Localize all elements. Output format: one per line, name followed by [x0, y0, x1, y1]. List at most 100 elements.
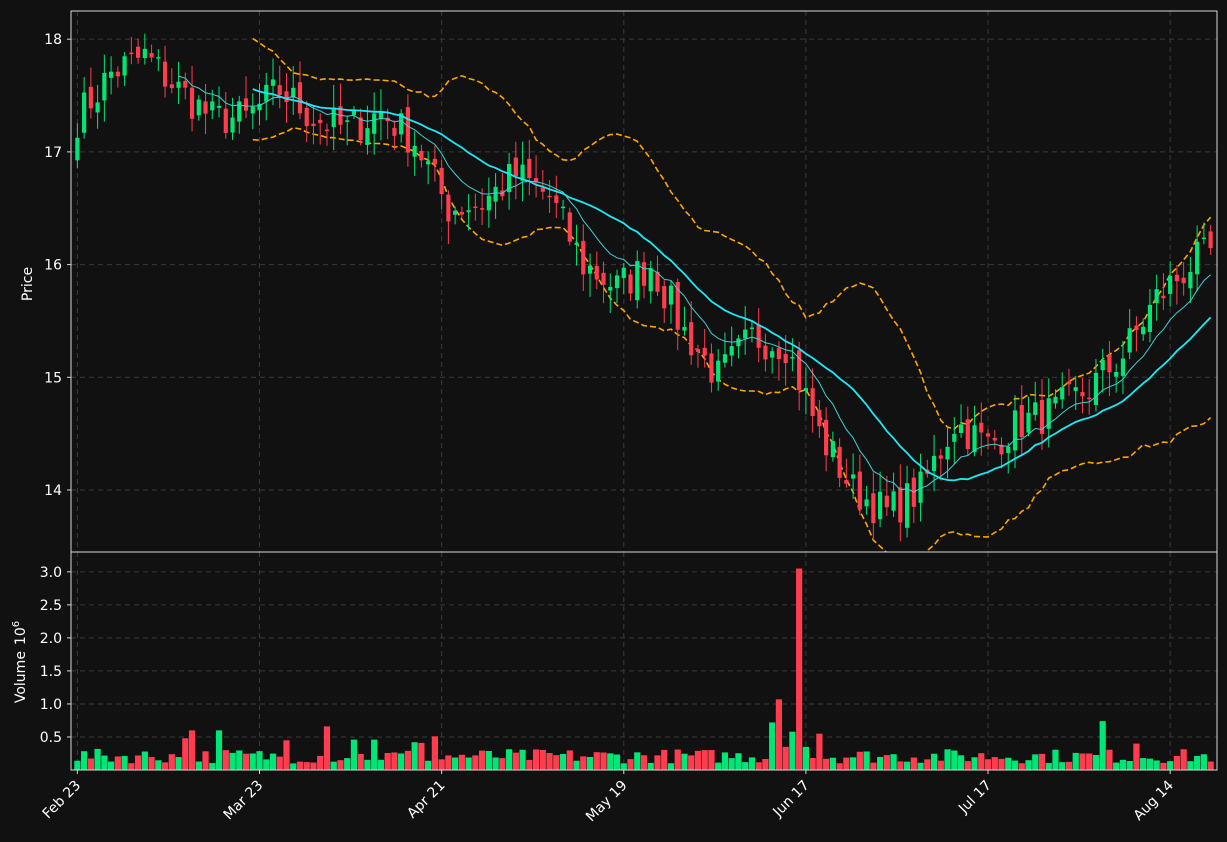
- volume-bar: [128, 763, 135, 770]
- volume-bar: [1099, 721, 1106, 770]
- candle-body: [898, 487, 903, 523]
- candle-body: [466, 210, 471, 213]
- candle-body: [109, 71, 114, 78]
- volume-bar: [121, 756, 128, 770]
- candle-body: [979, 422, 984, 433]
- candle-body: [601, 272, 606, 285]
- volume-bar: [796, 568, 803, 770]
- candle-body: [1060, 387, 1065, 400]
- candle-body: [1120, 358, 1126, 376]
- candle-body: [210, 101, 215, 111]
- candle-body: [183, 80, 188, 88]
- volume-bar: [276, 756, 283, 770]
- volume-bar: [789, 731, 796, 770]
- volume-bar: [188, 730, 196, 770]
- volume-bar: [526, 759, 533, 770]
- price-tick-label: 16: [44, 258, 62, 274]
- volume-bar: [748, 757, 756, 770]
- volume-bar: [310, 762, 317, 770]
- volume-bar: [755, 762, 762, 770]
- volume-bar: [283, 740, 290, 770]
- candle-body: [1019, 404, 1024, 437]
- candle-body: [82, 92, 87, 133]
- volume-bar: [398, 753, 405, 770]
- volume-bar: [1052, 749, 1059, 770]
- candle-body: [884, 495, 889, 508]
- candle-body: [938, 455, 943, 459]
- volume-bar: [114, 756, 121, 770]
- volume-bar: [445, 755, 452, 770]
- candle-body: [1107, 354, 1112, 373]
- volume-bar: [1038, 753, 1046, 770]
- volume-bar: [269, 753, 277, 770]
- volume-bar: [492, 757, 499, 770]
- volume-bar: [809, 758, 816, 770]
- candle-body: [682, 326, 687, 331]
- candle-body: [763, 345, 768, 360]
- candle-body: [129, 52, 134, 55]
- candle-body: [554, 195, 559, 204]
- candle-body: [291, 87, 296, 98]
- volume-bar: [479, 750, 486, 770]
- candle-body: [574, 242, 579, 245]
- candle-body: [1066, 381, 1072, 385]
- volume-bar: [640, 755, 648, 770]
- volume-bar: [168, 754, 175, 770]
- candle-body: [1147, 304, 1153, 332]
- candle-body: [614, 275, 620, 289]
- volume-bar: [1167, 761, 1174, 770]
- candle-body: [581, 240, 586, 275]
- volume-bar: [924, 759, 931, 770]
- volume-bar: [1079, 753, 1086, 770]
- volume-axis-label: Volume106: [11, 621, 29, 703]
- candle-body: [1161, 295, 1166, 299]
- candle-body: [837, 446, 842, 478]
- candle-body: [169, 84, 174, 89]
- candle-body: [1168, 275, 1173, 294]
- volume-bar: [843, 757, 850, 770]
- volume-bar: [1025, 760, 1032, 770]
- candle-body: [311, 123, 316, 127]
- volume-bar: [613, 754, 621, 770]
- volume-bar: [769, 722, 776, 770]
- candle-body: [965, 419, 970, 450]
- volume-bar: [876, 756, 884, 770]
- candle-body: [540, 187, 545, 192]
- volume-bar: [775, 699, 783, 770]
- candle-body: [1026, 412, 1031, 433]
- volume-bar: [1146, 758, 1154, 770]
- candle-body: [1033, 402, 1038, 415]
- candle-body: [230, 117, 235, 133]
- volume-bar: [681, 753, 688, 770]
- price-axis-label: Price: [20, 267, 36, 301]
- volume-bar: [897, 761, 904, 770]
- volume-bar: [290, 763, 297, 770]
- volume-bar: [694, 750, 702, 770]
- candle-body: [952, 433, 957, 442]
- candle-body: [689, 322, 694, 356]
- volume-grid: [71, 552, 1217, 770]
- volume-bar: [903, 761, 911, 770]
- volume-bar: [107, 761, 115, 770]
- volume-bar: [1113, 762, 1120, 770]
- volume-bar: [1092, 754, 1100, 770]
- volume-bar: [303, 762, 310, 770]
- candle-body: [189, 87, 195, 119]
- volume-bar: [1160, 762, 1167, 770]
- candle-body: [1154, 289, 1159, 304]
- volume-bar: [984, 759, 992, 770]
- volume-bar: [836, 763, 843, 770]
- volume-bar: [229, 752, 236, 770]
- candle-body: [250, 106, 255, 114]
- candle-body: [1093, 372, 1099, 405]
- volume-bar: [1106, 749, 1113, 770]
- candle-body: [621, 267, 626, 279]
- volume-bar: [1200, 754, 1207, 770]
- volume-bar: [1187, 761, 1194, 770]
- candle-body: [736, 338, 741, 347]
- volume-bar: [1072, 752, 1079, 770]
- volume-bar: [674, 749, 681, 770]
- volume-bar: [161, 762, 169, 770]
- candle-body: [608, 286, 613, 291]
